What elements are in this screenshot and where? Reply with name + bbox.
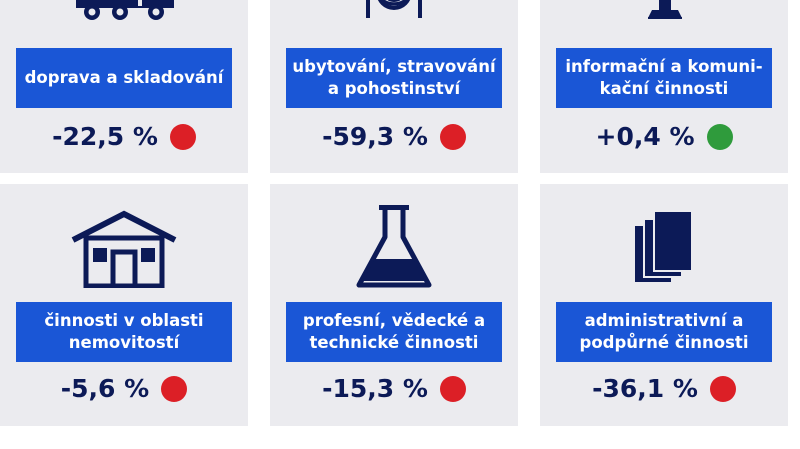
flask-icon: [270, 198, 518, 298]
sector-label: administrativní a podpůrné činnosti: [556, 302, 772, 362]
status-dot: [439, 375, 466, 402]
sector-value: -59,3 %: [270, 122, 518, 151]
documents-icon: [540, 198, 788, 298]
status-dot: [439, 123, 466, 150]
sector-card-administrative: administrativní a podpůrné činnosti -36,…: [540, 184, 788, 426]
sector-value: -5,6 %: [0, 374, 248, 403]
sector-label: činnosti v oblasti nemovitostí: [16, 302, 232, 362]
sector-card-scientific: profesní, vědecké a technické činnosti -…: [270, 184, 518, 426]
sector-value: +0,4 %: [540, 122, 788, 151]
status-dot: [706, 123, 733, 150]
sector-card-real-estate: činnosti v oblasti nemovitostí -5,6 %: [0, 184, 248, 426]
house-icon: [0, 198, 248, 298]
sector-label: ubytování, stravování a pohostinství: [286, 48, 502, 108]
sector-label: informační a komuni-kační činnosti: [556, 48, 772, 108]
change-percent: -36,1 %: [592, 374, 698, 403]
sector-card-transport: doprava a skladování -22,5 %: [0, 0, 248, 173]
status-dot: [161, 375, 188, 402]
plate-cutlery-icon: [270, 0, 518, 24]
sector-value: -36,1 %: [540, 374, 788, 403]
antenna-icon: [540, 0, 788, 24]
sector-card-ict: informační a komuni-kační činnosti +0,4 …: [540, 0, 788, 173]
status-dot: [169, 123, 196, 150]
sector-label: doprava a skladování: [16, 48, 232, 108]
sector-card-accommodation: ubytování, stravování a pohostinství -59…: [270, 0, 518, 173]
sector-label: profesní, vědecké a technické činnosti: [286, 302, 502, 362]
change-percent: +0,4 %: [595, 122, 695, 151]
sector-value: -15,3 %: [270, 374, 518, 403]
change-percent: -22,5 %: [52, 122, 158, 151]
change-percent: -59,3 %: [322, 122, 428, 151]
sector-value: -22,5 %: [0, 122, 248, 151]
truck-icon: [0, 0, 248, 24]
change-percent: -15,3 %: [322, 374, 428, 403]
change-percent: -5,6 %: [60, 374, 150, 403]
status-dot: [709, 375, 736, 402]
